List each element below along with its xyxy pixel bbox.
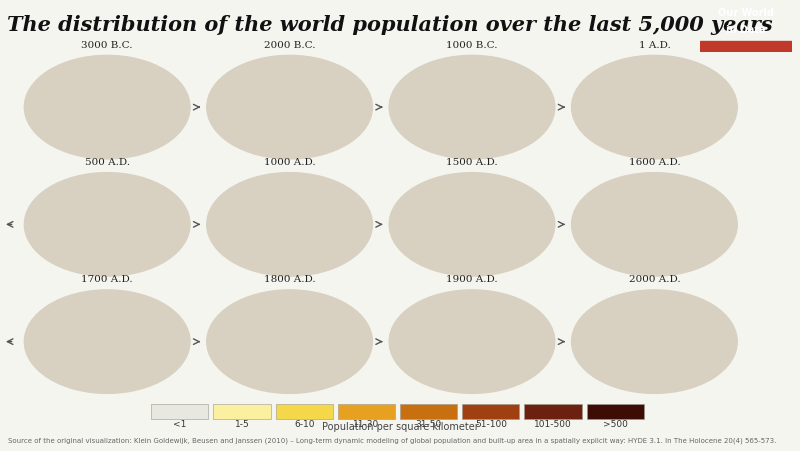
Bar: [151, 404, 208, 419]
Title: 1600 A.D.: 1600 A.D.: [629, 158, 680, 167]
Ellipse shape: [206, 55, 373, 159]
Bar: [214, 404, 270, 419]
Bar: [400, 404, 458, 419]
Ellipse shape: [24, 55, 190, 159]
Ellipse shape: [389, 290, 555, 393]
Text: <1: <1: [173, 420, 186, 429]
Text: 1-5: 1-5: [234, 420, 250, 429]
Text: Our World: Our World: [718, 8, 774, 18]
Ellipse shape: [389, 173, 555, 276]
Ellipse shape: [206, 290, 373, 393]
Title: 1000 B.C.: 1000 B.C.: [446, 41, 498, 50]
Ellipse shape: [571, 173, 738, 276]
Title: 500 A.D.: 500 A.D.: [85, 158, 130, 167]
Text: 11-30: 11-30: [354, 420, 379, 429]
Title: 1500 A.D.: 1500 A.D.: [446, 158, 498, 167]
Bar: [700, 41, 792, 52]
Ellipse shape: [571, 290, 738, 393]
Text: The distribution of the world population over the last 5,000 years: The distribution of the world population…: [7, 15, 773, 35]
Ellipse shape: [571, 55, 738, 159]
Bar: [586, 404, 644, 419]
Title: 2000 B.C.: 2000 B.C.: [264, 41, 315, 50]
Ellipse shape: [206, 173, 373, 276]
Ellipse shape: [24, 290, 190, 393]
Title: 1000 A.D.: 1000 A.D.: [264, 158, 315, 167]
Title: 3000 B.C.: 3000 B.C.: [82, 41, 133, 50]
Title: 2000 A.D.: 2000 A.D.: [629, 275, 680, 284]
Ellipse shape: [389, 55, 555, 159]
Text: Population per square kilometer: Population per square kilometer: [322, 422, 478, 432]
Title: 1 A.D.: 1 A.D.: [638, 41, 670, 50]
Bar: [525, 404, 582, 419]
Ellipse shape: [24, 173, 190, 276]
Bar: [462, 404, 519, 419]
Text: in Data: in Data: [726, 25, 766, 35]
Text: Source of the original visualization: Klein Goldewijk, Beusen and Janssen (2010): Source of the original visualization: Kl…: [8, 437, 776, 444]
Text: >500: >500: [603, 420, 628, 429]
Title: 1700 A.D.: 1700 A.D.: [82, 275, 133, 284]
Title: 1800 A.D.: 1800 A.D.: [264, 275, 315, 284]
Text: 6-10: 6-10: [294, 420, 314, 429]
Text: 101-500: 101-500: [534, 420, 572, 429]
Bar: [275, 404, 333, 419]
Text: 31-50: 31-50: [415, 420, 442, 429]
Text: 51-100: 51-100: [475, 420, 507, 429]
Bar: [338, 404, 395, 419]
Title: 1900 A.D.: 1900 A.D.: [446, 275, 498, 284]
